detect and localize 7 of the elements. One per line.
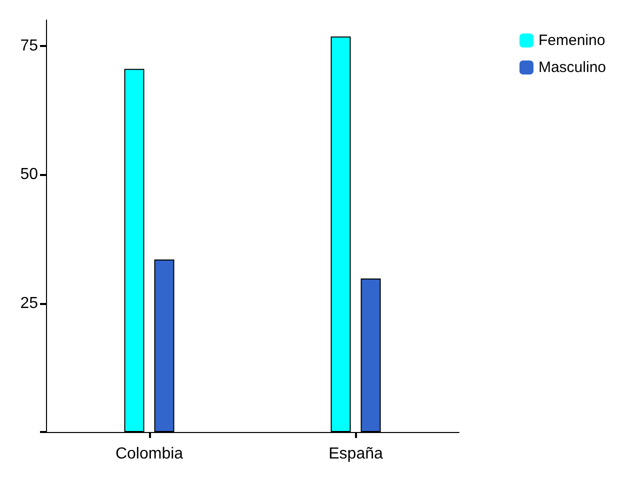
y-tick-label: 25	[20, 294, 38, 312]
y-tick-label: 75	[20, 37, 38, 54]
legend-label: Femenino	[538, 32, 606, 49]
x-tick-label: España	[328, 446, 383, 462]
legend-label: Masculino	[538, 59, 606, 76]
x-tick-label: Colombia	[115, 446, 184, 462]
y-tick-label: 50	[20, 166, 38, 183]
